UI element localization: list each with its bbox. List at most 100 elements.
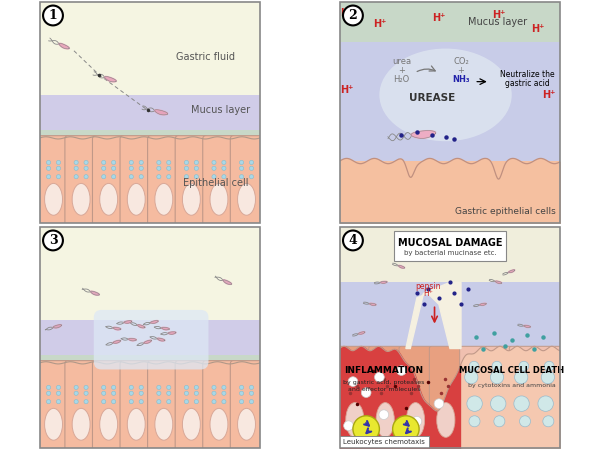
Text: Gastric fluid: Gastric fluid [176, 52, 235, 63]
Text: NH₃: NH₃ [452, 75, 470, 84]
FancyBboxPatch shape [148, 360, 180, 450]
Circle shape [239, 166, 244, 171]
Circle shape [101, 160, 106, 165]
Circle shape [184, 175, 188, 179]
Circle shape [167, 391, 171, 396]
Circle shape [194, 160, 199, 165]
Circle shape [361, 388, 371, 397]
Text: INFLAMMATION: INFLAMMATION [344, 366, 424, 375]
Circle shape [222, 400, 226, 404]
Text: Neutralize the: Neutralize the [500, 70, 554, 79]
Circle shape [239, 160, 244, 165]
Ellipse shape [376, 403, 394, 437]
FancyBboxPatch shape [92, 136, 125, 226]
Text: 2: 2 [349, 9, 358, 22]
Polygon shape [406, 282, 461, 348]
FancyBboxPatch shape [203, 136, 235, 226]
Text: 1: 1 [49, 9, 58, 22]
Circle shape [492, 361, 502, 371]
Text: MUCOSAL CELL DEATH: MUCOSAL CELL DEATH [459, 366, 564, 375]
FancyBboxPatch shape [460, 346, 487, 450]
Circle shape [514, 396, 529, 411]
Circle shape [74, 166, 78, 171]
Text: MUCOSAL DAMAGE: MUCOSAL DAMAGE [398, 238, 502, 248]
Polygon shape [509, 270, 515, 273]
Circle shape [467, 396, 482, 411]
Circle shape [56, 385, 61, 390]
Circle shape [469, 361, 479, 371]
Bar [340, 348, 461, 448]
Circle shape [129, 166, 133, 171]
Circle shape [490, 370, 503, 384]
Circle shape [212, 166, 216, 171]
Circle shape [520, 416, 530, 427]
Circle shape [139, 175, 143, 179]
Circle shape [222, 160, 226, 165]
Ellipse shape [100, 408, 118, 440]
Circle shape [194, 400, 199, 404]
Circle shape [157, 385, 161, 390]
Circle shape [101, 400, 106, 404]
Text: H⁺: H⁺ [340, 86, 353, 95]
Circle shape [112, 166, 116, 171]
Circle shape [46, 160, 50, 165]
FancyBboxPatch shape [175, 360, 208, 450]
Circle shape [167, 175, 171, 179]
Circle shape [84, 391, 88, 396]
Circle shape [344, 421, 353, 431]
FancyBboxPatch shape [338, 346, 371, 450]
FancyBboxPatch shape [65, 360, 97, 450]
FancyBboxPatch shape [230, 136, 263, 226]
FancyBboxPatch shape [148, 136, 180, 226]
Circle shape [239, 385, 244, 390]
FancyBboxPatch shape [394, 230, 506, 261]
FancyBboxPatch shape [368, 346, 401, 450]
FancyBboxPatch shape [230, 360, 263, 450]
Circle shape [348, 377, 358, 387]
Circle shape [43, 5, 63, 25]
Circle shape [184, 391, 188, 396]
Bar [40, 227, 260, 320]
Ellipse shape [72, 184, 90, 215]
Polygon shape [359, 332, 365, 334]
Circle shape [184, 400, 188, 404]
Circle shape [157, 160, 161, 165]
FancyBboxPatch shape [120, 136, 152, 226]
Circle shape [250, 391, 254, 396]
Ellipse shape [238, 408, 256, 440]
Ellipse shape [379, 49, 512, 141]
Bar [40, 95, 260, 130]
Circle shape [129, 385, 133, 390]
FancyBboxPatch shape [175, 136, 208, 226]
Polygon shape [380, 281, 387, 284]
Bar [40, 320, 260, 355]
Circle shape [464, 370, 478, 384]
Circle shape [157, 391, 161, 396]
Circle shape [222, 391, 226, 396]
Circle shape [490, 396, 506, 411]
Circle shape [515, 370, 528, 384]
Circle shape [194, 166, 199, 171]
Circle shape [112, 160, 116, 165]
Circle shape [84, 175, 88, 179]
Circle shape [212, 400, 216, 404]
Circle shape [374, 372, 384, 382]
Circle shape [239, 400, 244, 404]
Ellipse shape [182, 408, 200, 440]
Text: 4: 4 [349, 234, 358, 247]
Polygon shape [124, 321, 132, 323]
Circle shape [353, 416, 379, 442]
Circle shape [84, 385, 88, 390]
Bar [340, 282, 560, 348]
Circle shape [343, 230, 363, 250]
Circle shape [84, 166, 88, 171]
Circle shape [129, 160, 133, 165]
Polygon shape [411, 130, 436, 138]
Circle shape [101, 385, 106, 390]
Circle shape [541, 370, 554, 384]
Bar [40, 139, 260, 223]
Polygon shape [161, 327, 169, 330]
Bar [340, 161, 560, 223]
FancyBboxPatch shape [338, 436, 429, 449]
Circle shape [157, 400, 161, 404]
